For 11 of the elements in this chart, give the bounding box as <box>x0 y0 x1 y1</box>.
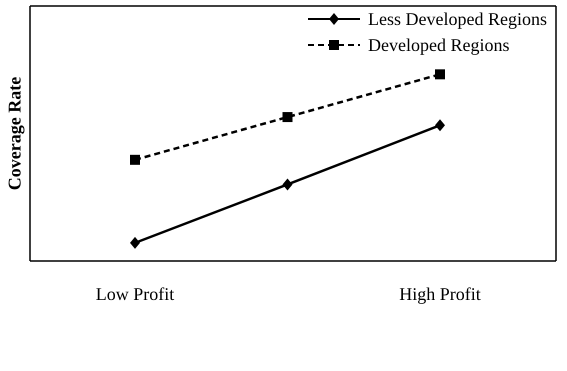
x-tick-label: High Profit <box>399 284 481 304</box>
legend-label: Developed Regions <box>368 34 510 56</box>
point <box>435 69 445 80</box>
y-axis-title: Coverage Rate <box>4 76 24 190</box>
point <box>282 178 292 190</box>
point <box>130 236 140 249</box>
legend-label: Less Developed Regions <box>368 8 547 30</box>
point <box>130 154 140 165</box>
x-tick-label: Low Profit <box>96 284 174 304</box>
point <box>435 119 445 132</box>
point <box>282 112 292 122</box>
